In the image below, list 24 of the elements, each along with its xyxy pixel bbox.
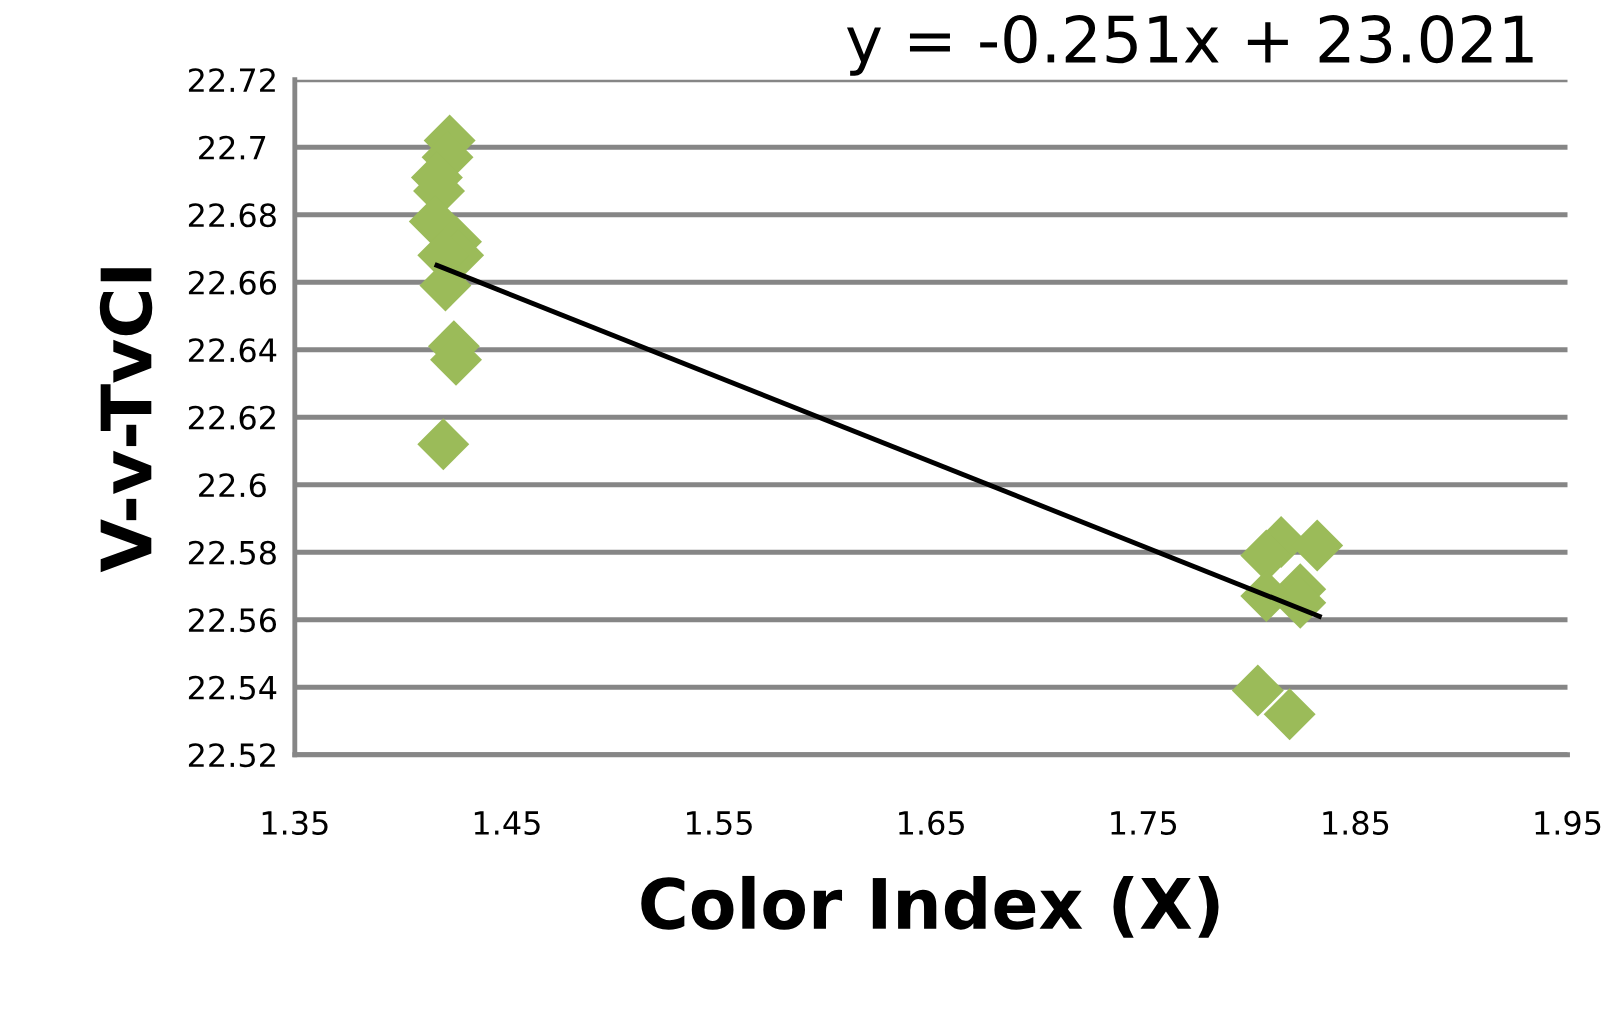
y-tick-label: 22.68 bbox=[188, 203, 276, 228]
y-tick-label: 22.6 bbox=[199, 473, 266, 498]
point bbox=[417, 418, 470, 471]
y-axis-title: V-v-TvCI bbox=[99, 268, 153, 573]
y-tick-label: 22.64 bbox=[188, 338, 277, 363]
y-tick-label: 22.72 bbox=[188, 68, 275, 92]
y-tick-label: 22.66 bbox=[188, 270, 277, 295]
x-axis-title: Color Index (X) bbox=[641, 875, 1219, 938]
x-tick-label: 1.45 bbox=[474, 811, 540, 836]
x-tick-label: 1.95 bbox=[1535, 810, 1601, 836]
y-tick-label: 22.52 bbox=[188, 743, 275, 768]
x-tick-label: 1.85 bbox=[1323, 810, 1389, 836]
x-tick-label: 1.75 bbox=[1111, 811, 1177, 836]
x-tick-label: 1.55 bbox=[686, 811, 752, 836]
x-tick-label: 1.35 bbox=[262, 810, 328, 836]
y-tick-label: 22.54 bbox=[188, 675, 277, 700]
y-tick-label: 22.58 bbox=[188, 540, 276, 565]
x-tick-label: 1.65 bbox=[899, 810, 964, 836]
point bbox=[1263, 688, 1316, 741]
y-tick-label: 22.7 bbox=[199, 135, 266, 160]
y-tick-label: 22.62 bbox=[188, 405, 275, 430]
point bbox=[1231, 664, 1284, 717]
text: y = -0.251x + 23.021 bbox=[846, 14, 1533, 76]
y-tick-label: 22.56 bbox=[188, 608, 277, 633]
